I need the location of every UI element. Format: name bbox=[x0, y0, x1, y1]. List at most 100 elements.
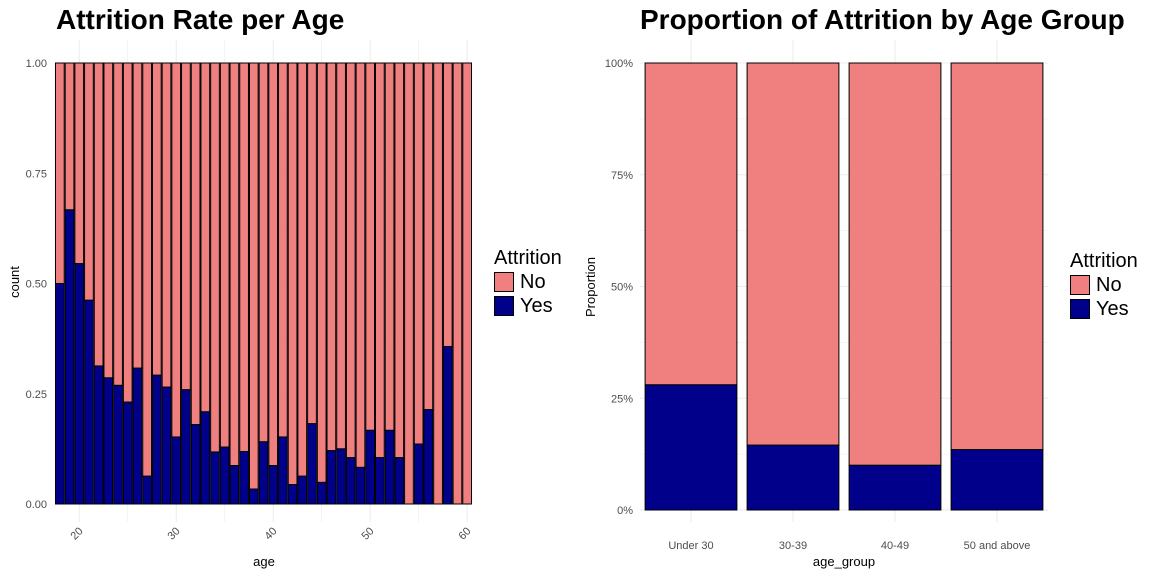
bar-yes-age-45 bbox=[316, 481, 327, 505]
x-tick-label: 50 and above bbox=[964, 540, 1031, 552]
bar-yes-age-56 bbox=[423, 409, 434, 505]
bar-yes-under-30 bbox=[644, 384, 738, 511]
legend-item-no: No bbox=[494, 270, 562, 294]
bar-no-age-34 bbox=[210, 62, 220, 453]
legend-label-yes: Yes bbox=[520, 294, 553, 317]
bar-no-age-27 bbox=[142, 62, 152, 477]
bar-no-age-54 bbox=[404, 62, 414, 505]
bar-yes-age-38 bbox=[248, 488, 259, 505]
bar-no-30-39 bbox=[746, 62, 840, 446]
bar-yes-age-47 bbox=[336, 448, 346, 505]
bar-no-age-30 bbox=[171, 62, 182, 438]
bar-yes-40-49 bbox=[848, 464, 942, 511]
legend-label-no: No bbox=[520, 270, 546, 293]
bar-yes-age-24 bbox=[113, 384, 123, 505]
bar-no-age-53 bbox=[394, 62, 405, 459]
bar-yes-age-32 bbox=[190, 424, 201, 505]
bar-no-age-47 bbox=[336, 62, 346, 450]
bar-yes-age-28 bbox=[151, 374, 162, 505]
bar-yes-age-30 bbox=[171, 436, 182, 505]
bar-no-age-48 bbox=[345, 62, 356, 459]
x-tick-label: 40-49 bbox=[881, 540, 909, 552]
y-tick-label: 100% bbox=[605, 58, 633, 70]
bar-no-age-20 bbox=[74, 62, 85, 265]
x-tick-label: Under 30 bbox=[668, 540, 713, 552]
bar-yes-age-18 bbox=[54, 283, 65, 505]
bar-no-age-28 bbox=[151, 62, 162, 376]
bar-no-age-36 bbox=[229, 62, 240, 467]
bar-yes-age-37 bbox=[239, 451, 249, 505]
bar-yes-age-25 bbox=[122, 401, 133, 505]
bar-yes-age-51 bbox=[375, 457, 385, 505]
bar-no-age-40 bbox=[268, 62, 279, 467]
bar-no-age-26 bbox=[132, 62, 143, 369]
y-tick-label: 0.50 bbox=[26, 279, 47, 291]
bar-yes-age-46 bbox=[326, 450, 337, 505]
bar-no-age-50 bbox=[365, 62, 376, 431]
legend-label-yes: Yes bbox=[1096, 297, 1129, 320]
bar-yes-age-50 bbox=[365, 429, 376, 505]
chart-title: Attrition Rate per Age bbox=[56, 4, 345, 35]
bar-yes-age-39 bbox=[258, 441, 269, 505]
bar-yes-age-48 bbox=[345, 457, 356, 505]
bar-no-age-58 bbox=[442, 62, 453, 348]
bar-yes-age-52 bbox=[384, 429, 395, 505]
legend-title: Attrition bbox=[1070, 250, 1138, 272]
bar-no-50-and-above bbox=[950, 62, 1044, 451]
bar-yes-30-39 bbox=[746, 444, 840, 511]
bar-no-age-52 bbox=[384, 62, 395, 431]
bar-no-age-39 bbox=[258, 62, 269, 443]
bar-yes-age-35 bbox=[219, 446, 230, 505]
bar-no-age-22 bbox=[93, 62, 104, 367]
y-tick-label: 0.75 bbox=[26, 168, 47, 180]
x-tick-label: 30 bbox=[166, 525, 183, 542]
y-tick-label: 1.00 bbox=[26, 58, 47, 70]
bar-yes-age-34 bbox=[210, 451, 220, 505]
legend-label-no: No bbox=[1096, 273, 1122, 296]
y-tick-label: 0.00 bbox=[26, 499, 47, 511]
bar-no-age-49 bbox=[355, 62, 366, 468]
bar-no-age-25 bbox=[122, 62, 133, 403]
bar-no-age-44 bbox=[307, 62, 317, 425]
bar-yes-age-29 bbox=[161, 386, 172, 505]
bar-yes-age-27 bbox=[142, 475, 152, 505]
y-tick-label: 50% bbox=[611, 282, 633, 294]
bar-yes-age-31 bbox=[181, 389, 191, 505]
legend-swatch-no bbox=[1070, 275, 1090, 295]
x-tick-label: 30-39 bbox=[779, 540, 807, 552]
bar-no-40-49 bbox=[848, 62, 942, 466]
legend-item-yes: Yes bbox=[494, 294, 562, 318]
bar-no-age-60 bbox=[462, 62, 473, 505]
x-tick-label: 40 bbox=[263, 525, 280, 542]
x-tick-label: 20 bbox=[69, 525, 86, 542]
x-axis-title: age bbox=[253, 554, 275, 569]
y-axis-title: Proportion bbox=[583, 257, 598, 317]
bar-no-age-33 bbox=[200, 62, 211, 413]
bar-yes-age-19 bbox=[64, 209, 75, 505]
bar-no-age-51 bbox=[375, 62, 385, 459]
bar-no-age-29 bbox=[161, 62, 172, 388]
x-axis-title: age_group bbox=[813, 554, 875, 569]
legend-swatch-yes bbox=[1070, 299, 1090, 319]
bar-yes-age-36 bbox=[229, 465, 240, 505]
bar-yes-age-26 bbox=[132, 367, 143, 505]
bar-no-age-38 bbox=[248, 62, 259, 490]
legend-item-no: No bbox=[1070, 273, 1138, 297]
legend-item-yes: Yes bbox=[1070, 297, 1138, 321]
bar-yes-age-42 bbox=[287, 484, 298, 505]
bar-yes-age-58 bbox=[442, 346, 453, 505]
bar-no-age-43 bbox=[297, 62, 308, 477]
y-tick-label: 75% bbox=[611, 170, 633, 182]
bar-yes-age-41 bbox=[278, 436, 288, 505]
chart-panel-age: 0.00 0.25 0.50 0.75 1.00 20 30 40 50 60 age count A… bbox=[7, 4, 562, 569]
bar-yes-age-55 bbox=[413, 443, 424, 505]
y-tick-label: 0.25 bbox=[26, 389, 47, 401]
legend: Attrition No Yes bbox=[1070, 250, 1138, 321]
legend: Attrition No Yes bbox=[494, 247, 562, 318]
bar-yes-age-49 bbox=[355, 466, 366, 505]
bar-no-age-18 bbox=[54, 62, 65, 284]
y-tick-label: 0% bbox=[617, 505, 633, 517]
age-chart-svg: 0.00 0.25 0.50 0.75 1.00 20 30 40 50 60 age count bbox=[7, 40, 474, 569]
bar-no-age-41 bbox=[278, 62, 288, 438]
x-tick-label: 50 bbox=[359, 525, 376, 542]
